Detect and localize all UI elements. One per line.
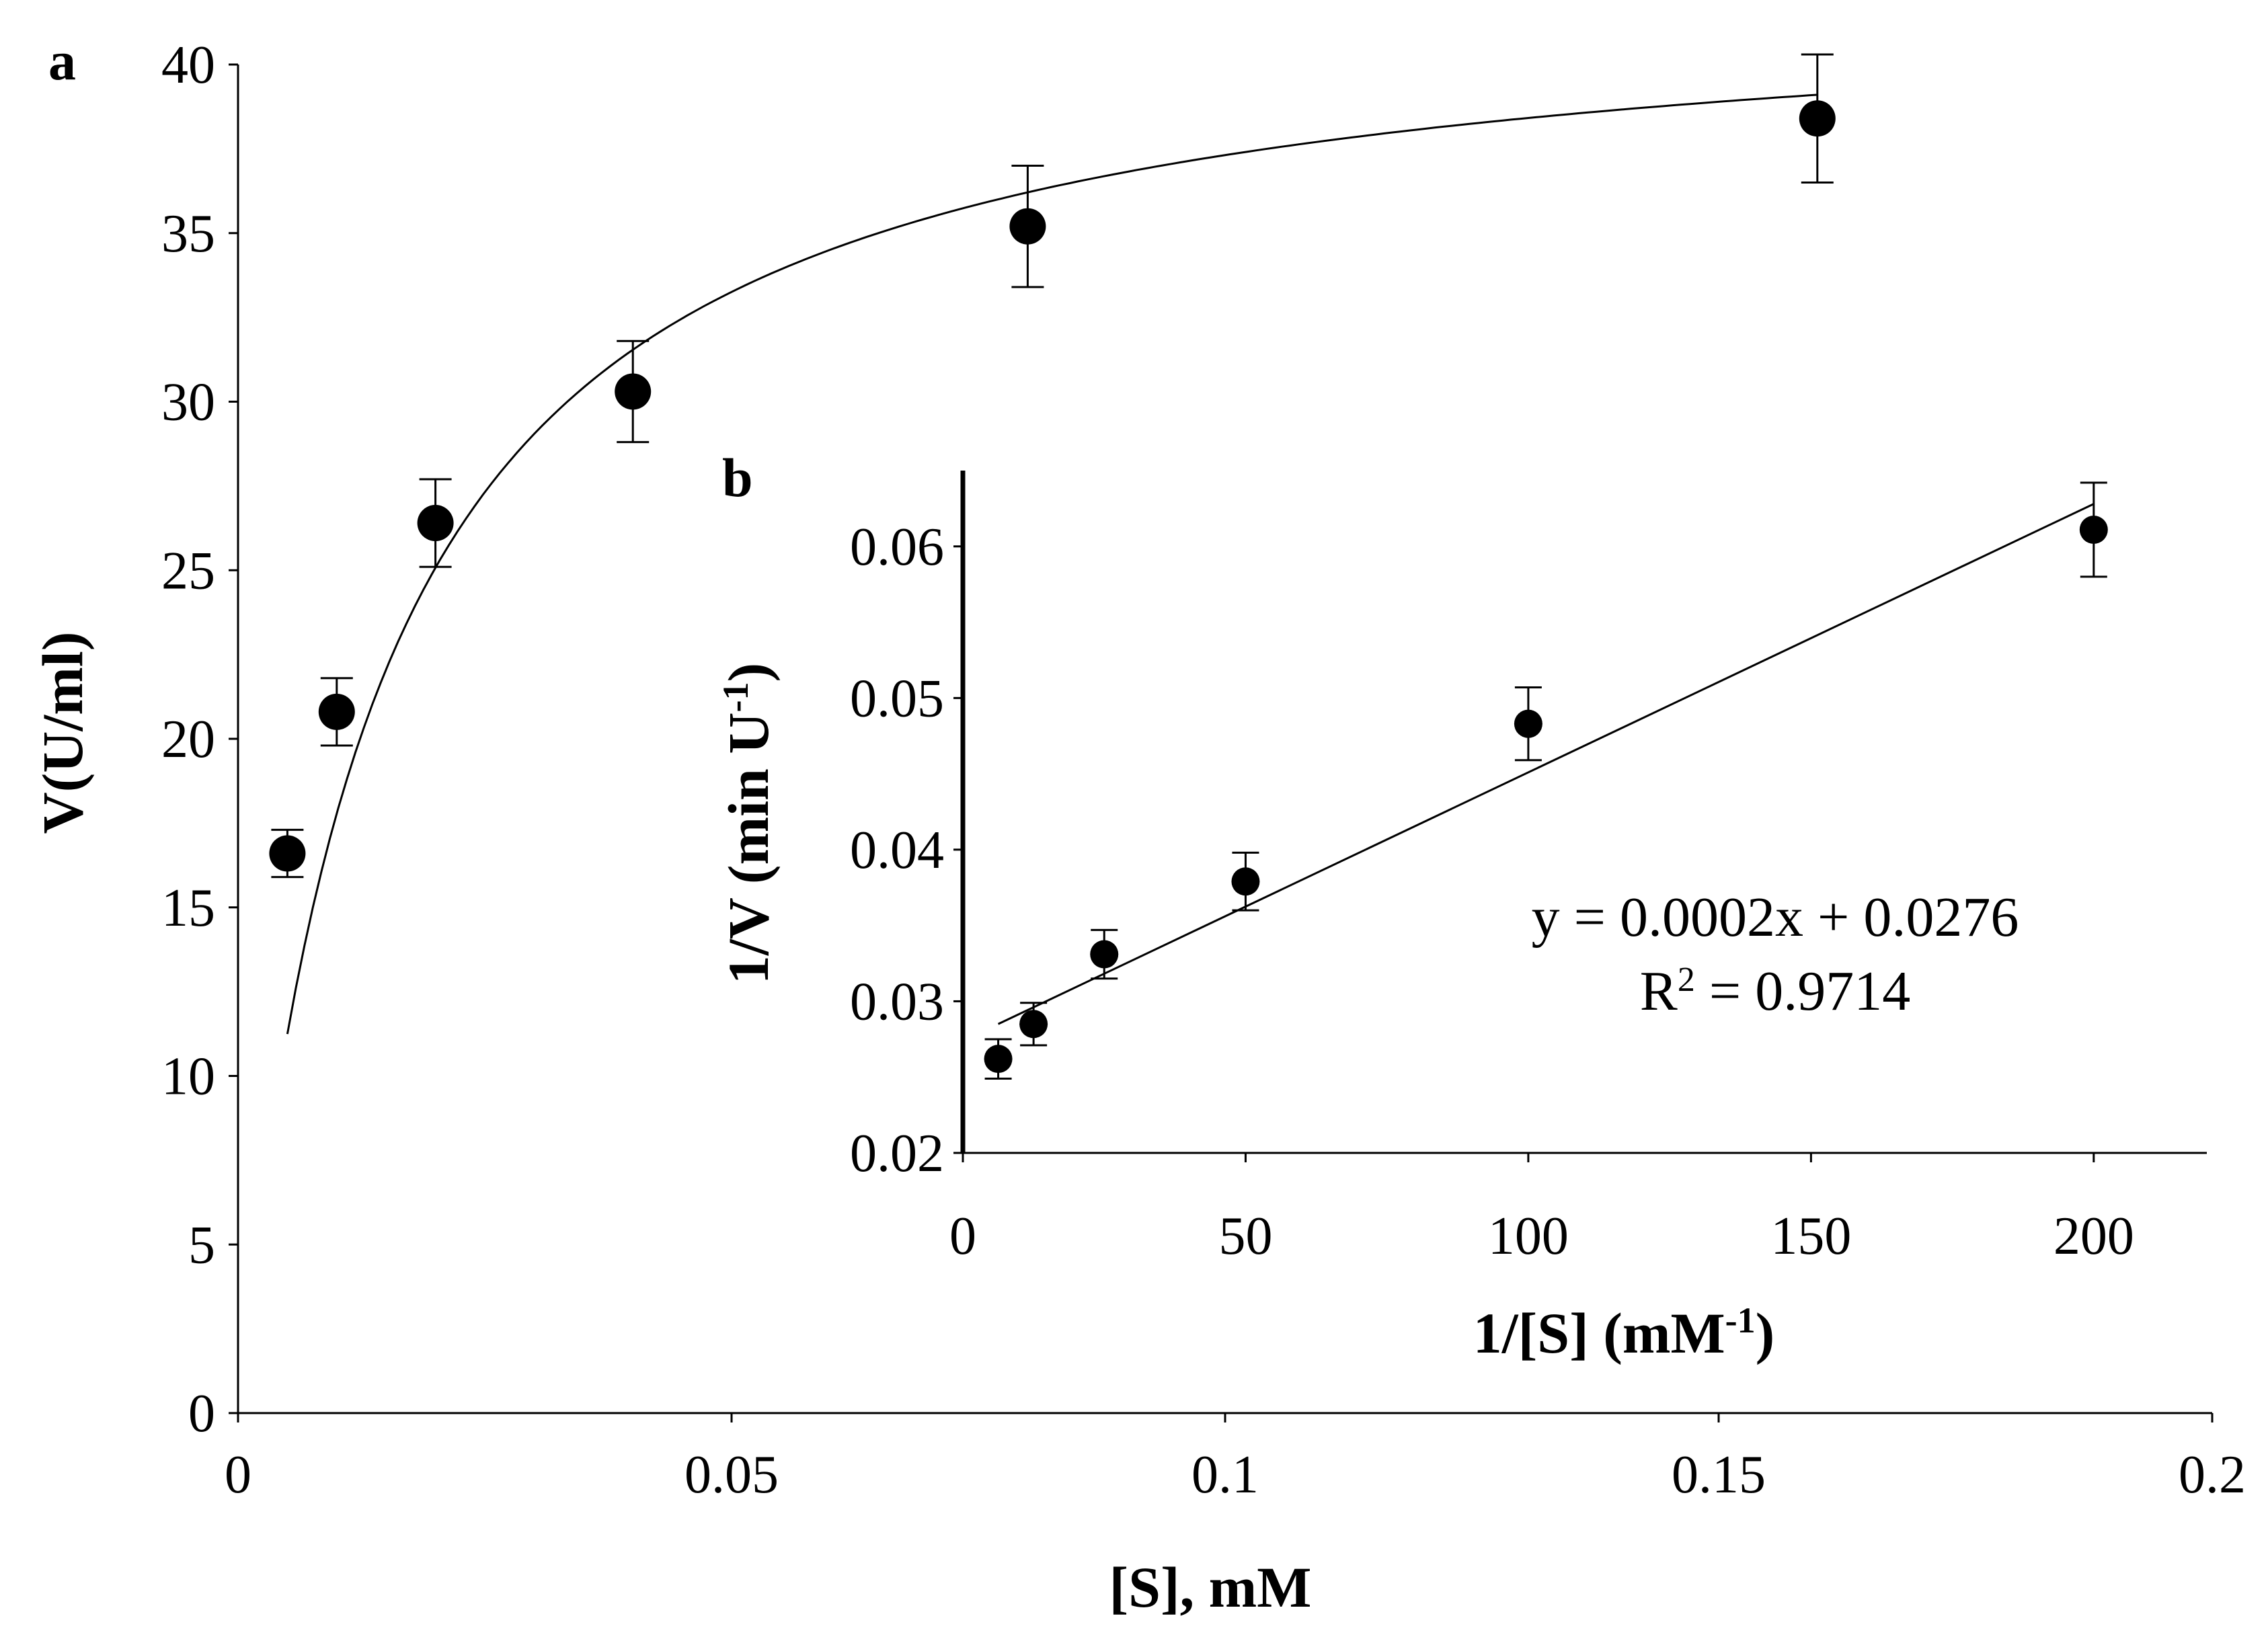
panel-b-data-point [1090, 940, 1119, 969]
panel-b-x-tick-label: 100 [1488, 1207, 1569, 1266]
panel-b-inset-chart: 0 50 100 150 200 0.02 0.03 0.04 0.05 0.06 b 1/[S]… [715, 447, 2246, 1365]
panel-b-y-tick-label: 0.04 [850, 821, 944, 880]
panel-b-y-tick-label: 0.02 [850, 1124, 944, 1183]
panel-a-x-tick-label: 0.1 [1191, 1445, 1259, 1504]
panel-b-inset-background [935, 450, 2246, 1257]
panel-b-y-axis-title-superscript: -1 [715, 682, 756, 713]
panel-b-x-tick-label: 50 [1218, 1207, 1272, 1266]
panel-b-x-axis-title-main: 1/[S] (mM [1473, 1301, 1725, 1365]
panel-a-data-point [1799, 100, 1836, 137]
panel-b-data-point [984, 1045, 1013, 1074]
panel-a-fit-curve [286, 93, 1817, 1035]
panel-b-y-tick-label: 0.03 [850, 972, 944, 1031]
panel-a-y-tick-label: 35 [161, 204, 215, 264]
panel-a-y-tick-label: 25 [161, 541, 215, 600]
panel-b-regression-equation: y = 0.0002x + 0.0276 [1532, 886, 2019, 949]
panel-a-y-tick-label: 40 [161, 36, 215, 95]
panel-b-fit-line [997, 503, 2095, 1025]
panel-a-y-tick-label: 0 [188, 1384, 215, 1443]
panel-a-y-tick-label: 5 [188, 1215, 215, 1275]
panel-b-x-tick-label: 0 [949, 1207, 976, 1266]
panel-b-x-axis-title: 1/[S] (mM-1) [1473, 1300, 1775, 1365]
panel-a-data-point [417, 505, 454, 542]
panel-b-data-point [2079, 515, 2108, 544]
panel-a-x-tick-label: 0.2 [2179, 1445, 2246, 1504]
panel-a-y-tick-label: 30 [161, 373, 215, 432]
panel-b-data-point [1019, 1010, 1048, 1039]
panel-a-fit-curve-group [286, 93, 1817, 1035]
panel-a-data-point [615, 373, 652, 410]
panel-a-x-tick-label: 0.05 [685, 1445, 779, 1504]
panel-a-y-axis-title: V(U/ml) [30, 632, 95, 834]
panel-b-r-squared-superscript: 2 [1678, 961, 1695, 999]
panel-a-data-points [269, 53, 1836, 879]
panel-a-y-tick-label: 10 [161, 1047, 215, 1107]
panel-a-x-tick-label: 0 [225, 1445, 251, 1504]
panel-b-r-squared-value: = 0.9714 [1695, 960, 1910, 1022]
panel-b-fit-line-group [997, 503, 2095, 1025]
panel-b-data-point [1231, 867, 1260, 896]
panel-b-data-point [1514, 709, 1542, 738]
panel-b-label: b [722, 447, 753, 508]
panel-b-data-points [984, 481, 2108, 1080]
panel-a-data-point [318, 693, 355, 730]
panel-a-data-point [269, 835, 306, 872]
panel-b-ticks: 0 50 100 150 200 0.02 0.03 0.04 0.05 0.06 [850, 518, 2134, 1266]
panel-b-y-axis-title: 1/V (min U-1) [715, 663, 781, 984]
panel-b-y-axis-title-close: ) [716, 663, 781, 682]
panel-b-x-tick-label: 150 [1770, 1207, 1851, 1266]
panel-a-y-tick-label: 15 [161, 879, 215, 938]
panel-b-x-axis-title-close: ) [1756, 1301, 1775, 1365]
panel-a-x-axis-title: [S], mM [1109, 1555, 1312, 1619]
panel-b-r-squared-label: R [1640, 960, 1678, 1022]
panel-a-x-tick-label: 0.15 [1672, 1445, 1766, 1504]
panel-b-x-axis-title-superscript: -1 [1725, 1300, 1756, 1340]
panel-b-y-tick-label: 0.06 [850, 518, 944, 577]
panel-b-y-tick-label: 0.05 [850, 669, 944, 728]
panel-a-label: a [48, 30, 76, 91]
panel-b-y-axis-title-main: 1/V (min U [716, 713, 781, 985]
panel-a-y-tick-label: 20 [161, 710, 215, 769]
panel-b-r-squared: R2 = 0.9714 [1640, 960, 1910, 1022]
panel-a-data-point [1009, 208, 1046, 245]
panel-b-x-tick-label: 200 [2054, 1207, 2134, 1266]
panel-b-axes [960, 471, 2207, 1154]
